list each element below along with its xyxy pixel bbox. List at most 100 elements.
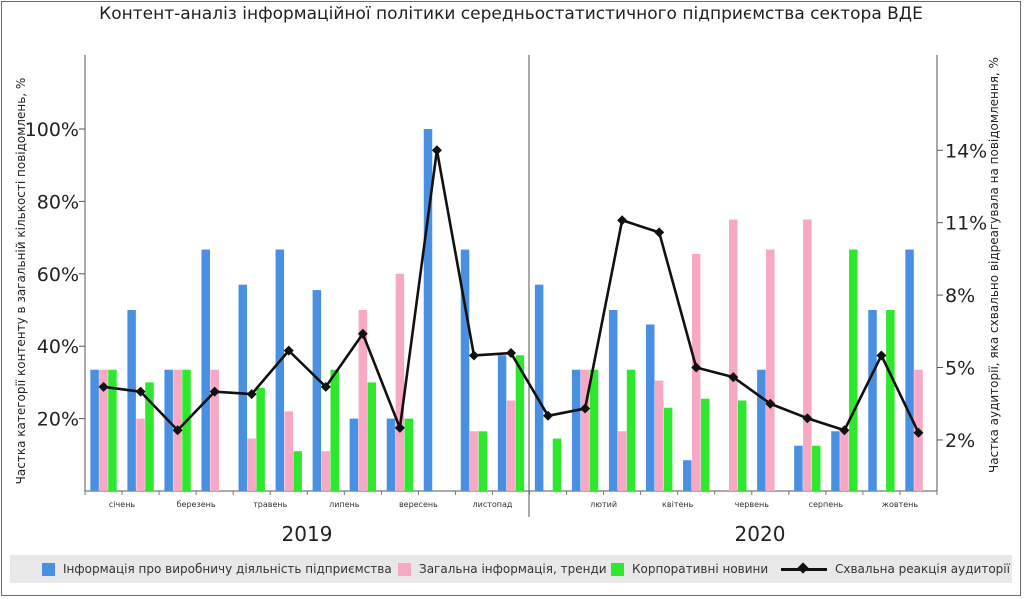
legend-label: Корпоративні новини: [632, 562, 769, 576]
reaction-marker: [135, 386, 146, 397]
month-label: липень: [329, 500, 360, 509]
bar-production: [349, 418, 359, 491]
bar-corporate-news: [478, 431, 488, 491]
bar-production: [608, 310, 618, 491]
left-tick-label: 60%: [37, 264, 79, 286]
reaction-marker: [357, 328, 368, 339]
bar-general-info: [840, 431, 849, 491]
reaction-marker: [283, 345, 294, 356]
bar-general-info: [321, 451, 331, 491]
bar-general-info: [654, 380, 664, 491]
reaction-marker: [617, 215, 628, 226]
bar-production: [312, 290, 322, 491]
bar-production: [683, 460, 692, 491]
bar-production: [164, 369, 173, 491]
month-label: жовтень: [882, 500, 919, 509]
bar-general-info: [617, 431, 627, 491]
legend-item-corporate: Корпоративні новини: [611, 555, 768, 583]
bar-general-info: [136, 418, 145, 491]
bar-corporate-news: [515, 355, 525, 491]
legend-label: Інформація про виробничу діяльність підп…: [63, 562, 392, 576]
bar-corporate-news: [626, 369, 636, 491]
month-label: вересень: [399, 500, 438, 509]
right-axis-title: Частка аудиторії, яка схвально відреагув…: [987, 57, 1001, 473]
month-label: червень: [735, 500, 770, 509]
year-label-2020: 2020: [735, 522, 786, 546]
legend-item-reaction: Схвальна реакція аудиторії: [781, 555, 1010, 583]
month-label: січень: [109, 500, 136, 509]
reaction-marker: [431, 145, 442, 156]
bar-general-info: [247, 438, 256, 491]
bar-corporate-news: [737, 400, 747, 491]
bar-production: [868, 310, 877, 491]
bar-general-info: [395, 273, 405, 491]
right-tick-label: 8%: [945, 285, 975, 307]
reaction-line: [103, 148, 920, 434]
left-tick-label: 100%: [25, 119, 79, 141]
legend-label: Схвальна реакція аудиторії: [835, 562, 1010, 576]
reaction-marker: [765, 398, 776, 409]
reaction-marker: [691, 362, 702, 373]
legend-label: Загальна інформація, тренди: [419, 562, 607, 576]
reaction-marker: [394, 422, 405, 433]
year-label-2019: 2019: [282, 522, 333, 546]
bar-corporate-news: [663, 407, 673, 491]
bar-production: [645, 324, 655, 491]
bar-production: [460, 249, 470, 491]
left-tick-label: 20%: [37, 409, 79, 431]
bar-corporate-news: [256, 387, 265, 491]
bar-corporate-news: [182, 369, 191, 491]
chart-title: Контент-аналіз інформаційної політики се…: [99, 4, 923, 24]
bar-production: [201, 249, 210, 491]
bar-corporate-news: [552, 438, 562, 491]
right-tick-label: 14%: [945, 140, 987, 162]
legend: Інформація про виробничу діяльність підп…: [10, 555, 1012, 583]
reaction-marker: [172, 425, 183, 436]
right-tick-label: 11%: [945, 213, 987, 235]
bar-corporate-news: [367, 382, 377, 491]
reaction-marker: [728, 372, 739, 383]
bar-corporate-news: [145, 382, 154, 491]
legend-line-marker-icon: [781, 562, 827, 576]
reaction-marker: [839, 425, 850, 436]
reaction-marker: [913, 427, 924, 438]
bar-corporate-news: [330, 369, 339, 491]
bar-general-info: [358, 310, 368, 491]
bar-production: [497, 355, 507, 491]
reaction-marker: [580, 403, 591, 414]
bar-corporate-news: [812, 445, 821, 491]
legend-item-production: Інформація про виробничу діяльність підп…: [42, 555, 392, 583]
reaction-marker: [320, 381, 331, 392]
bar-production: [386, 418, 396, 491]
bar-corporate-news: [293, 451, 302, 491]
reaction-marker: [246, 389, 257, 400]
legend-swatch-green: [611, 562, 624, 576]
bar-production: [127, 310, 136, 491]
legend-item-general: Загальна інформація, тренди: [398, 555, 607, 583]
bar-corporate-news: [404, 418, 414, 491]
bar-production: [423, 129, 433, 491]
bar-general-info: [469, 431, 479, 491]
month-label: травень: [253, 500, 288, 509]
bar-corporate-news: [589, 369, 599, 491]
bar-production: [275, 249, 285, 491]
bar-corporate-news: [849, 249, 858, 491]
left-tick-label: 80%: [37, 191, 79, 213]
month-label: листопад: [473, 500, 513, 509]
bar-production: [905, 249, 914, 491]
right-tick-label: 2%: [945, 430, 975, 452]
bar-general-info: [210, 369, 219, 491]
bar-general-info: [99, 369, 108, 491]
reaction-marker: [654, 227, 665, 238]
bar-production: [238, 284, 248, 491]
bar-production: [571, 369, 581, 491]
left-axis-title: Частка категорії контенту в загальній кі…: [14, 78, 28, 485]
reaction-marker: [876, 350, 887, 361]
reaction-marker: [209, 386, 220, 397]
bar-general-info: [580, 369, 590, 491]
month-label: серпень: [809, 500, 844, 509]
bar-corporate-news: [108, 369, 117, 491]
bar-production: [534, 284, 544, 491]
reaction-marker: [802, 413, 813, 424]
